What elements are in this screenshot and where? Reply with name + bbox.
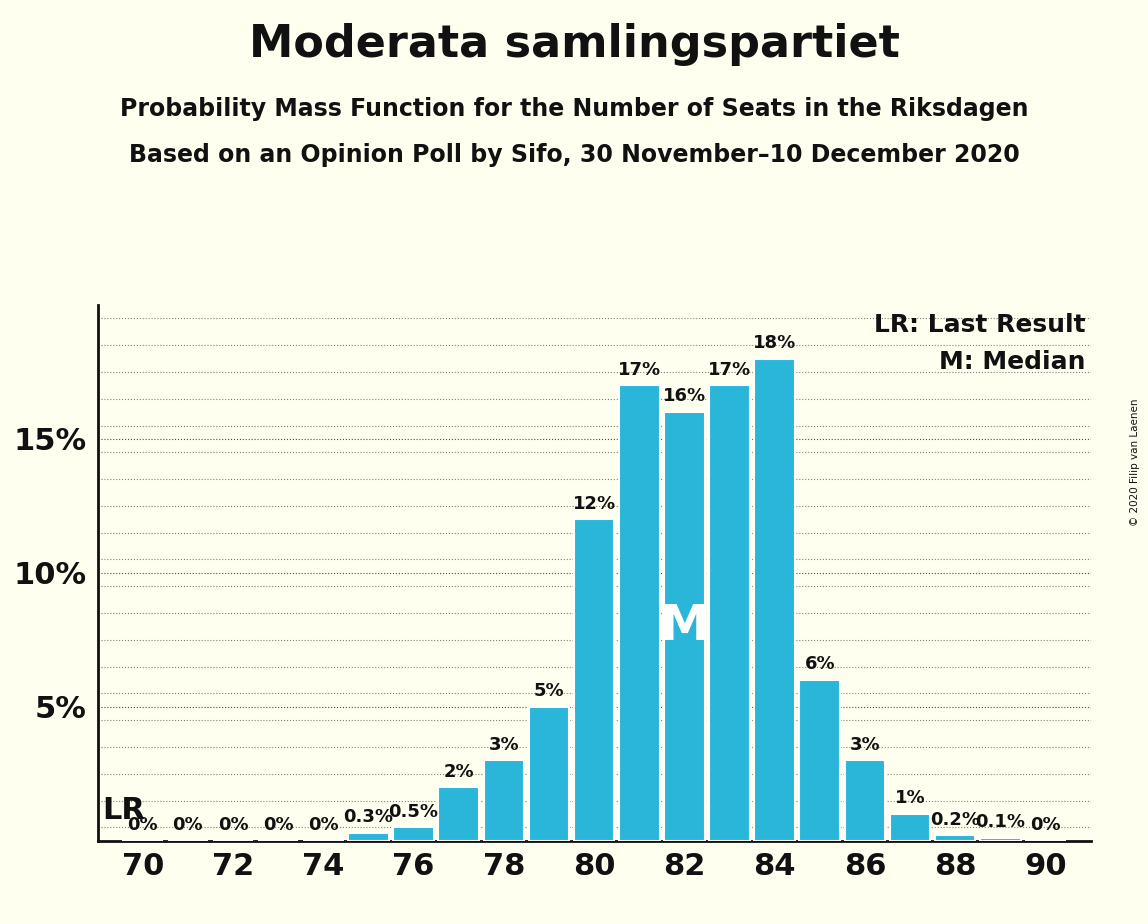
Text: 16%: 16% bbox=[662, 387, 706, 406]
Bar bbox=[483, 760, 525, 841]
Text: 0.2%: 0.2% bbox=[930, 810, 980, 829]
Text: 0.1%: 0.1% bbox=[976, 813, 1025, 832]
Text: LR: LR bbox=[102, 796, 145, 825]
Bar bbox=[348, 833, 389, 841]
Text: 3%: 3% bbox=[489, 736, 519, 754]
Bar bbox=[980, 838, 1021, 841]
Bar bbox=[574, 519, 614, 841]
Text: © 2020 Filip van Laenen: © 2020 Filip van Laenen bbox=[1130, 398, 1140, 526]
Bar bbox=[528, 707, 569, 841]
Text: 17%: 17% bbox=[618, 360, 661, 379]
Text: M: Median: M: Median bbox=[939, 350, 1086, 374]
Text: 1%: 1% bbox=[894, 789, 925, 808]
Text: 0%: 0% bbox=[308, 816, 339, 834]
Text: Based on an Opinion Poll by Sifo, 30 November–10 December 2020: Based on an Opinion Poll by Sifo, 30 Nov… bbox=[129, 143, 1019, 167]
Bar bbox=[709, 385, 750, 841]
Text: 5%: 5% bbox=[534, 682, 565, 700]
Text: 0%: 0% bbox=[172, 816, 203, 834]
Text: LR: Last Result: LR: Last Result bbox=[874, 313, 1086, 337]
Text: 6%: 6% bbox=[805, 655, 835, 674]
Text: 0%: 0% bbox=[127, 816, 158, 834]
Bar bbox=[439, 787, 479, 841]
Text: M: M bbox=[659, 602, 709, 650]
Bar bbox=[934, 835, 976, 841]
Bar bbox=[754, 359, 794, 841]
Text: 18%: 18% bbox=[753, 334, 797, 352]
Text: 0%: 0% bbox=[1030, 816, 1061, 834]
Text: 2%: 2% bbox=[443, 762, 474, 781]
Text: 0%: 0% bbox=[218, 816, 248, 834]
Bar bbox=[799, 680, 840, 841]
Text: 12%: 12% bbox=[573, 494, 615, 513]
Text: 17%: 17% bbox=[708, 360, 751, 379]
Text: 3%: 3% bbox=[850, 736, 881, 754]
Bar bbox=[394, 828, 434, 841]
Text: 0%: 0% bbox=[263, 816, 294, 834]
Bar bbox=[619, 385, 660, 841]
Text: Moderata samlingspartiet: Moderata samlingspartiet bbox=[249, 23, 899, 67]
Text: 0.3%: 0.3% bbox=[343, 808, 394, 826]
Bar bbox=[664, 412, 705, 841]
Bar bbox=[845, 760, 885, 841]
Bar bbox=[890, 814, 930, 841]
Text: 0.5%: 0.5% bbox=[388, 803, 439, 821]
Text: Probability Mass Function for the Number of Seats in the Riksdagen: Probability Mass Function for the Number… bbox=[119, 97, 1029, 121]
